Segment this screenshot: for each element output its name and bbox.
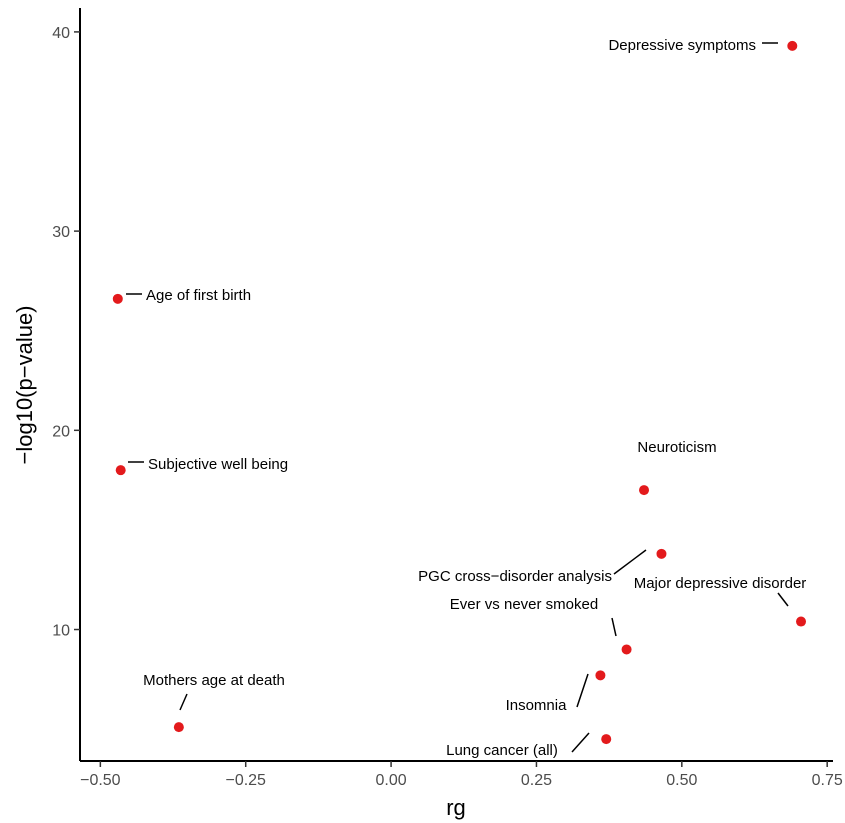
axes bbox=[79, 8, 833, 762]
point-label: Mothers age at death bbox=[143, 672, 285, 689]
point-label: Neuroticism bbox=[637, 439, 716, 456]
y-tick-label: 20 bbox=[52, 423, 70, 440]
point-label: Ever vs never smoked bbox=[450, 596, 598, 613]
y-axis-title: −log10(p−value) bbox=[12, 305, 37, 464]
data-point bbox=[656, 548, 667, 559]
point-label: Major depressive disorder bbox=[634, 575, 807, 592]
y-ticks: 10 20 30 40 bbox=[52, 25, 80, 640]
label-leader-line bbox=[576, 673, 589, 708]
point-label: Depressive symptoms bbox=[608, 37, 756, 54]
point-label: Insomnia bbox=[506, 697, 568, 714]
x-tick-label: 0.50 bbox=[666, 772, 697, 789]
point-label: Subjective well being bbox=[148, 456, 288, 473]
x-ticks: −0.50 −0.25 0.00 0.25 0.50 0.75 bbox=[80, 761, 843, 789]
label-leaders bbox=[126, 42, 789, 753]
x-tick-label: 0.25 bbox=[521, 772, 552, 789]
data-point bbox=[787, 40, 798, 51]
y-tick-label: 40 bbox=[52, 25, 70, 42]
label-leader-line bbox=[571, 732, 590, 753]
data-point bbox=[601, 734, 612, 745]
x-tick-label: −0.25 bbox=[225, 772, 266, 789]
data-point bbox=[639, 485, 650, 496]
y-tick-label: 30 bbox=[52, 224, 70, 241]
data-point bbox=[115, 465, 126, 476]
x-axis-title: rg bbox=[446, 795, 466, 820]
point-label: Lung cancer (all) bbox=[446, 742, 558, 759]
label-leader-line bbox=[777, 592, 789, 607]
data-point bbox=[173, 722, 184, 733]
data-point bbox=[112, 293, 123, 304]
y-tick-label: 10 bbox=[52, 623, 70, 640]
data-points bbox=[112, 40, 807, 745]
data-point bbox=[796, 616, 807, 627]
data-point bbox=[621, 644, 632, 655]
x-tick-label: −0.50 bbox=[80, 772, 121, 789]
point-label: Age of first birth bbox=[146, 287, 251, 304]
point-labels: Depressive symptoms Age of first birth Sub… bbox=[143, 37, 806, 759]
label-leader-line bbox=[613, 549, 647, 575]
point-label: PGC cross−disorder analysis bbox=[418, 568, 612, 585]
label-leader-line bbox=[179, 693, 188, 711]
x-tick-label: 0.00 bbox=[376, 772, 407, 789]
x-tick-label: 0.75 bbox=[812, 772, 843, 789]
data-point bbox=[595, 670, 606, 681]
label-leader-line bbox=[611, 617, 617, 637]
